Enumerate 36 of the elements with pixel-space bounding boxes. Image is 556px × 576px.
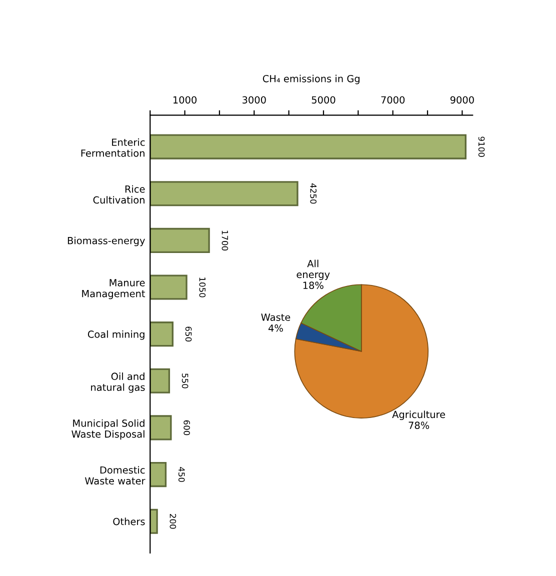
x-tick-label: 5000 [312, 96, 336, 104]
data-label: 200 [170, 514, 176, 529]
bar [150, 322, 174, 347]
x-tick-label: 7000 [381, 96, 405, 104]
data-label: 650 [185, 326, 192, 342]
y-tick-label: Oil and natural gas [91, 372, 145, 393]
bar [150, 134, 466, 160]
bar [150, 181, 298, 206]
slice-label: Waste 4% [261, 314, 290, 332]
y-tick-label: Manure Management [82, 279, 146, 300]
y-tick-label: Domestic Waste water [84, 466, 146, 485]
slice-label: Agriculture 78% [392, 410, 446, 430]
bar [150, 415, 172, 440]
data-label: 1700 [222, 230, 228, 250]
data-label: 9100 [478, 136, 485, 157]
x-tick-label: 9000 [450, 96, 474, 104]
data-label: 600 [184, 420, 190, 436]
x-tick-label: 1000 [173, 96, 197, 104]
bar [150, 462, 167, 488]
x-tick-label: 3000 [242, 96, 266, 104]
y-tick-label: Others [113, 518, 145, 526]
y-tick-label: Municipal Solid Waste Disposal [72, 419, 144, 440]
data-label: 4250 [310, 183, 317, 204]
data-label: 1050 [199, 278, 206, 298]
y-tick-label: Rice Cultivation [93, 185, 145, 204]
slice-label: All energy 18% [296, 260, 330, 290]
bar [150, 228, 210, 253]
data-label: 550 [182, 374, 188, 388]
x-axis-title: CH₄ emissions in Gg [262, 74, 360, 84]
y-tick-label: Enteric Fermentation [81, 138, 145, 157]
y-tick-label: Coal mining [88, 330, 144, 340]
y-tick-label: Biomass-energy [68, 236, 145, 246]
bar [150, 368, 170, 394]
bar [150, 508, 158, 534]
bar [150, 274, 188, 300]
data-label: 450 [178, 466, 185, 482]
